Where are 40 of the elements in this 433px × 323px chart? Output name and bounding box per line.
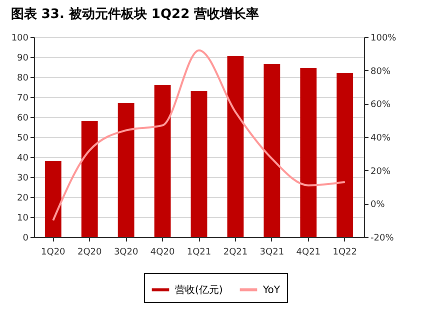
x-tick-label: 3Q20 [114,248,138,258]
x-tick-label: 2Q21 [223,248,248,258]
y-tick-label: 0 [22,234,29,244]
y-tick-label: 20 [17,194,29,204]
y-tick-label: 100 [11,34,29,44]
y-tick-label: 30 [17,174,29,184]
bar [81,121,98,237]
bar [227,56,244,237]
bar [118,103,134,237]
y-tick-label: 10 [17,214,29,224]
y2-tick-label: -20% [370,234,394,244]
y2-tick-label: 40% [370,134,391,144]
legend-label: 营收(亿元) [175,284,223,296]
x-tick-label: 2Q20 [77,248,102,258]
line-series [52,49,346,222]
bar [336,73,354,237]
y2-tick-label: 20% [370,166,391,177]
y-tick-label: 40 [17,154,29,164]
y-tick-label: 80 [17,74,29,84]
bar [190,91,208,237]
y2-tick-label: 100% [370,34,397,44]
x-tick-label: 4Q21 [296,248,321,258]
x-tick-label: 3Q21 [260,248,284,258]
x-tick-label: 1Q20 [41,248,66,258]
x-tick-label: 1Q22 [332,248,357,258]
y2-tick-label: 80% [370,66,391,77]
y2-tick-label: 0% [370,200,386,210]
y2-tick-label: 60% [370,100,391,110]
bar [264,64,280,237]
y-tick-label: 60 [17,114,29,124]
x-tick-label: 1Q21 [186,248,212,258]
legend-label: YoY [262,284,281,296]
y-tick-label: 50 [17,134,29,144]
bar [154,85,171,237]
bar [300,68,317,237]
y-tick-label: 70 [17,94,29,104]
x-tick-label: 4Q20 [150,248,175,258]
bar [44,161,62,237]
chart-title: 图表 33. 被动元件板块 1Q22 营收增长率 [10,6,260,22]
y-tick-label: 90 [17,54,29,64]
